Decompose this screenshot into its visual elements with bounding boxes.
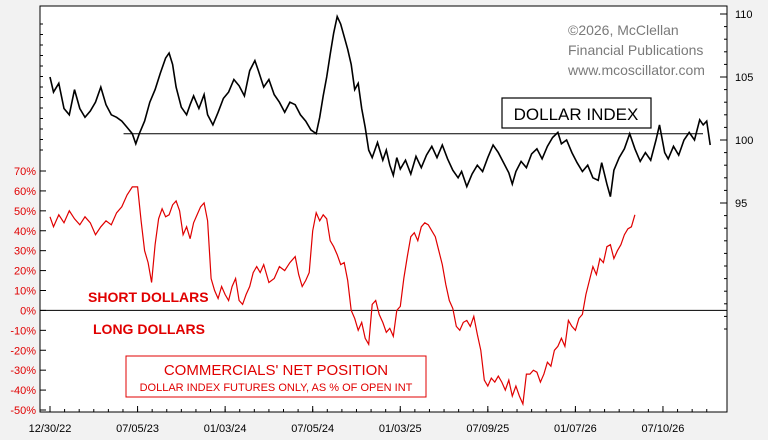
dollar-index-line (49, 13, 711, 197)
x-tick-label: 07/09/25 (466, 423, 509, 435)
left-tick-label: 50% (14, 206, 36, 218)
left-tick-label: 10% (14, 286, 36, 298)
x-tick-label: 01/03/24 (204, 423, 247, 435)
right-tick-label: 105 (735, 72, 753, 84)
left-tick-label: -30% (10, 365, 36, 377)
left-tick-label: 0% (20, 305, 36, 317)
right-tick-label: 110 (735, 9, 753, 21)
credit-line-2: Financial Publications (568, 42, 703, 58)
credit-line-1: ©2026, McClellan (568, 22, 679, 38)
short-dollars-label: SHORT DOLLARS (88, 289, 209, 305)
left-tick-label: 20% (14, 266, 36, 278)
x-tick-label: 12/30/22 (29, 423, 72, 435)
left-tick-label: -50% (10, 405, 36, 417)
left-tick-label: 40% (14, 226, 36, 238)
x-axis-labels: 12/30/22 07/05/23 01/03/24 07/05/24 01/03/25… (29, 423, 685, 435)
plot-area (39, 5, 728, 413)
legend-title: COMMERCIALS' NET POSITION (164, 362, 388, 379)
series-title: DOLLAR INDEX (514, 105, 639, 124)
x-tick-label: 01/03/25 (379, 423, 422, 435)
axis-ticks (40, 13, 727, 412)
right-tick-label: 100 (735, 135, 753, 147)
legend-box (125, 355, 427, 398)
right-tick-label: 95 (735, 198, 747, 210)
series-title-box (501, 97, 652, 129)
long-dollars-label: LONG DOLLARS (93, 321, 205, 337)
x-tick-label: 07/10/26 (642, 423, 685, 435)
left-axis-labels: 70% 60% 50% 40% 30% 20% 10% 0% -10% -20% -30% -40% -… (10, 166, 36, 417)
credit-line-3: www.mcoscillator.com (567, 62, 705, 78)
left-tick-label: 30% (14, 246, 36, 258)
left-tick-label: 70% (14, 166, 36, 178)
commercials-net-position-line (49, 186, 636, 407)
right-axis-labels: 110 105 100 95 (735, 9, 753, 210)
left-tick-label: -10% (10, 325, 36, 337)
left-tick-label: 60% (14, 186, 36, 198)
x-tick-label: 07/05/23 (116, 423, 159, 435)
x-tick-label: 07/05/24 (291, 423, 334, 435)
left-tick-label: -20% (10, 345, 36, 357)
x-tick-label: 01/07/26 (554, 423, 597, 435)
legend-subtitle: DOLLAR INDEX FUTURES ONLY, AS % OF OPEN … (140, 382, 413, 394)
left-tick-label: -40% (10, 385, 36, 397)
